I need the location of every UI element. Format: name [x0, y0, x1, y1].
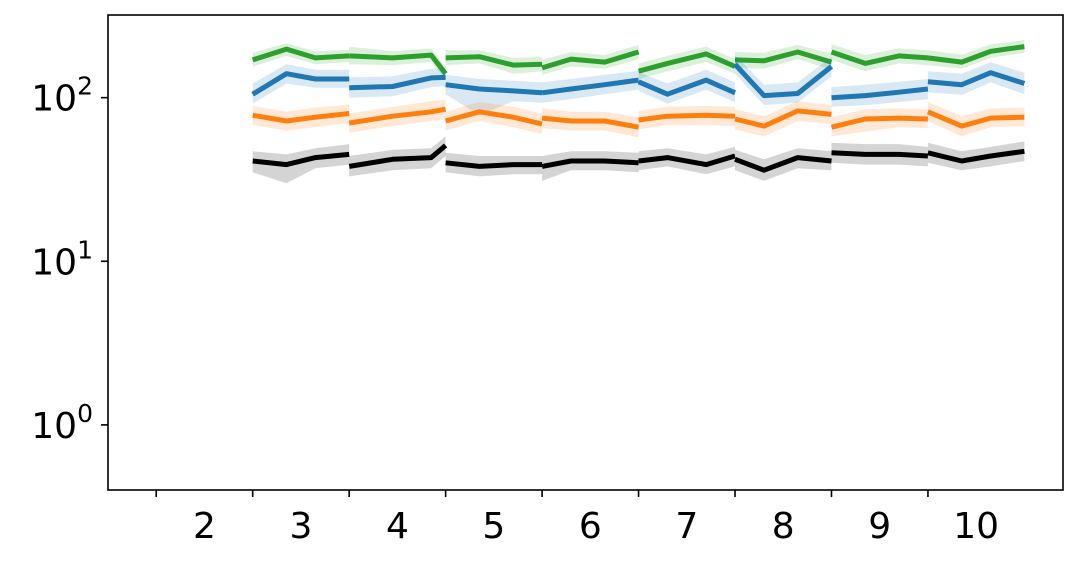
series-3-line-4 — [541, 115, 640, 130]
series-4-line-1 — [252, 151, 350, 168]
x-tick-label-8: 8 — [772, 506, 795, 547]
series-4-line-4 — [541, 158, 639, 169]
series-1-line-8 — [927, 44, 1025, 65]
series-2-line-3 — [445, 82, 543, 96]
series-4-line-2 — [348, 143, 448, 169]
x-tick-label-7: 7 — [675, 506, 698, 547]
series-4-line-6 — [734, 155, 832, 173]
series-3-line-5 — [638, 112, 736, 123]
x-tick-label-5: 5 — [482, 506, 505, 547]
series-1-line-7 — [830, 49, 929, 66]
series-3-line-3 — [444, 109, 543, 127]
series-1-line-3 — [445, 54, 543, 68]
series-1-line-5 — [637, 51, 736, 74]
series-3-line-1 — [252, 111, 350, 124]
series-3-line-2 — [348, 106, 447, 126]
series-3-band-3 — [445, 102, 543, 134]
y-tick-label-10-0: 100 — [31, 399, 93, 447]
series-2-line-4 — [541, 77, 639, 96]
x-tick-label-6: 6 — [579, 506, 602, 547]
series-4-line-5 — [638, 153, 736, 168]
series-3-band-7 — [831, 108, 928, 137]
series-2-band-2 — [349, 67, 446, 98]
x-tick-label-3: 3 — [289, 506, 312, 547]
series-2-line-8 — [927, 70, 1026, 88]
y-tick-label-10-2: 102 — [31, 72, 93, 120]
series-1-line-6 — [734, 49, 833, 65]
x-tick-label-10: 10 — [953, 506, 999, 547]
series-1-line-4 — [541, 49, 640, 71]
series-3-line-6 — [734, 108, 832, 129]
x-tick-label-4: 4 — [386, 506, 409, 547]
series-4-line-8 — [927, 148, 1025, 164]
series-4-line-7 — [831, 150, 929, 159]
x-tick-label-9: 9 — [868, 506, 891, 547]
series-4-band-4 — [542, 151, 639, 181]
series-3 — [252, 99, 1025, 138]
series-3-line-7 — [830, 115, 928, 130]
y-tick-label-10-1: 101 — [31, 235, 93, 283]
series-1-line-2 — [349, 52, 448, 76]
series-2-line-1 — [251, 71, 350, 97]
series-2-line-5 — [637, 77, 737, 97]
axis-layer: 2 3 4 5 6 7 8 9 10 100 101 102 — [31, 72, 999, 547]
series-2-line-7 — [831, 86, 929, 101]
series-4-band-8 — [927, 141, 1025, 171]
series-1-line-1 — [251, 46, 350, 63]
series-4 — [252, 136, 1025, 184]
series-1 — [251, 40, 1025, 81]
plot-area-frame — [107, 14, 1064, 491]
series-4-line-3 — [445, 160, 543, 169]
series-2-line-6 — [733, 62, 834, 99]
series-2 — [251, 55, 1026, 116]
series-3-line-8 — [926, 109, 1025, 129]
series-2-band-1 — [252, 64, 350, 104]
x-tick-label-2: 2 — [193, 506, 216, 547]
series-3-band-8 — [927, 102, 1025, 137]
series-layer — [251, 40, 1026, 184]
series-2-band-3 — [445, 74, 543, 116]
series-4-band-2 — [349, 136, 446, 177]
series-2-line-2 — [349, 74, 446, 91]
